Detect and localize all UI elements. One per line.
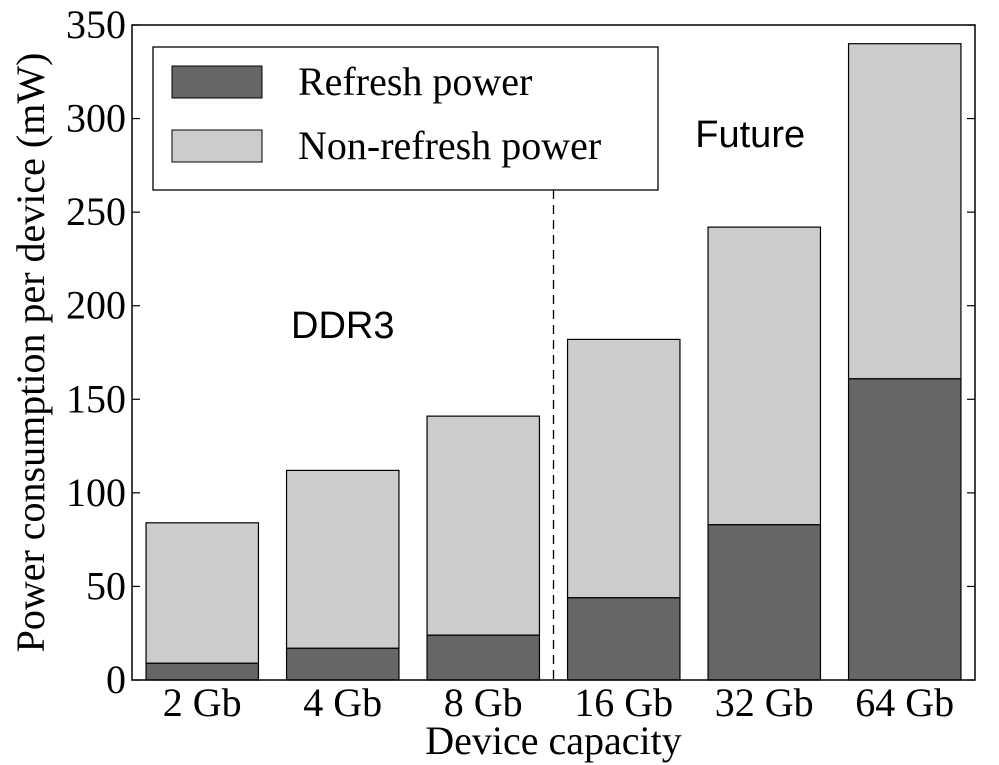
y-tick-label-100: 100 (66, 470, 126, 515)
annotation-ddr3: DDR3 (291, 305, 394, 347)
x-tick-label-2gb: 2 Gb (163, 680, 242, 725)
bar-refresh-8gb (426, 634, 541, 681)
annotation-future: Future (695, 114, 805, 156)
bar-refresh-64gb (847, 378, 962, 681)
y-tick-label-0: 0 (106, 657, 126, 702)
x-tick-label-8gb: 8 Gb (444, 680, 523, 725)
bar-non-refresh-8gb (426, 415, 541, 636)
y-tick-label-250: 250 (66, 189, 126, 234)
bar-non-refresh-16gb (566, 338, 681, 599)
y-axis-title: Power consumption per device (mW) (8, 53, 53, 653)
bar-refresh-16gb (566, 597, 681, 681)
legend-swatch-refresh (171, 65, 263, 99)
y-tick-label-200: 200 (66, 283, 126, 328)
bar-non-refresh-2gb (145, 522, 260, 664)
y-tick-label-50: 50 (86, 563, 126, 608)
bars-layer (145, 43, 962, 681)
bar-non-refresh-32gb (707, 226, 822, 526)
legend-label-refresh: Refresh power (298, 59, 532, 104)
y-ticks: 0 50 100 150 200 250 300 350 (66, 2, 975, 702)
bar-non-refresh-4gb (285, 469, 400, 649)
x-tick-label-32gb: 32 Gb (715, 680, 814, 725)
x-tick-label-16gb: 16 Gb (574, 680, 673, 725)
legend-swatch-non-refresh (171, 129, 263, 163)
bar-non-refresh-64gb (847, 43, 962, 380)
y-tick-label-350: 350 (66, 2, 126, 47)
legend: Refresh power Non-refresh power (152, 46, 659, 191)
plot-frame (131, 24, 976, 681)
legend-label-non-refresh: Non-refresh power (298, 123, 601, 168)
y-tick-label-300: 300 (66, 96, 126, 141)
x-tick-label-4gb: 4 Gb (303, 680, 382, 725)
bar-refresh-32gb (707, 524, 822, 681)
x-axis-title: Device capacity (425, 718, 682, 763)
y-tick-label-150: 150 (66, 376, 126, 421)
bar-refresh-4gb (285, 647, 400, 681)
bar-refresh-2gb (145, 662, 260, 681)
x-ticks: 2 Gb 4 Gb 8 Gb 16 Gb 32 Gb 64 Gb (163, 680, 954, 725)
x-tick-label-64gb: 64 Gb (855, 680, 954, 725)
